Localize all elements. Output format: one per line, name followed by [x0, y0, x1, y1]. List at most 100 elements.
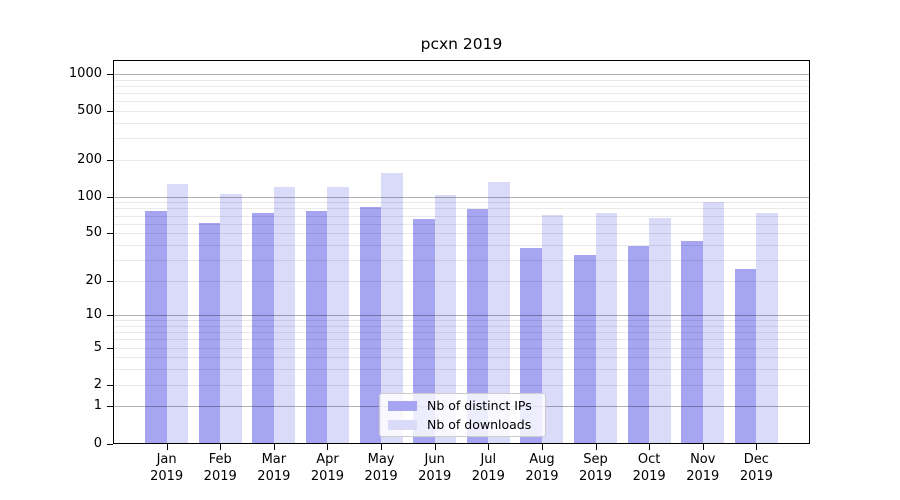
y-tick-50	[107, 233, 113, 235]
legend-label-distinct-ips: Nb of distinct IPs	[427, 398, 532, 413]
y-tick-20	[107, 280, 113, 282]
bar-jun-distinct-ips	[413, 218, 435, 444]
x-tick-year: 2019	[150, 468, 184, 484]
bar-dec-downloads	[756, 213, 778, 444]
x-tick-year: 2019	[632, 468, 666, 484]
x-tick-year: 2019	[471, 468, 505, 484]
x-tick-may	[381, 444, 383, 450]
x-tick-month: Mar	[261, 452, 287, 467]
x-tick-year: 2019	[525, 468, 559, 484]
bar-sep-distinct-ips	[574, 254, 596, 444]
x-tick-label-nov: Nov 2019	[675, 452, 731, 485]
bar-nov-distinct-ips	[681, 241, 703, 444]
x-tick-jul	[488, 444, 490, 450]
x-tick-label-aug: Aug 2019	[514, 452, 570, 485]
x-tick-month: Jul	[480, 452, 497, 467]
y-tick-500	[107, 111, 113, 113]
y-tick-label-50: 50	[85, 225, 102, 241]
bar-aug-downloads	[541, 214, 564, 444]
x-tick-label-mar: Mar 2019	[246, 452, 302, 485]
bar-apr-distinct-ips	[305, 211, 328, 444]
legend-swatch-downloads	[388, 419, 417, 430]
bar-feb-downloads	[220, 194, 242, 444]
x-tick-month: Aug	[529, 452, 555, 467]
y-tick-label-2: 2	[93, 376, 102, 392]
x-tick-month: Feb	[208, 452, 232, 467]
y-tick-5	[107, 347, 113, 349]
x-tick-month: Jun	[424, 452, 445, 467]
legend-item-distinct-ips: Nb of distinct IPs	[386, 398, 539, 413]
legend-label-downloads: Nb of downloads	[427, 417, 532, 432]
x-tick-label-jun: Jun 2019	[407, 452, 463, 485]
y-tick-label-1000: 1000	[68, 66, 102, 82]
x-tick-feb	[220, 444, 222, 450]
x-tick-label-jul: Jul 2019	[460, 452, 516, 485]
bar-may-downloads	[381, 173, 403, 444]
y-tick-label-20: 20	[85, 272, 102, 288]
x-tick-month: Sep	[583, 452, 608, 467]
y-tick-label-500: 500	[77, 103, 102, 119]
x-tick-jan	[166, 444, 168, 450]
x-tick-label-apr: Apr 2019	[299, 452, 355, 485]
bar-jul-distinct-ips	[466, 209, 489, 444]
bar-mar-distinct-ips	[252, 212, 274, 444]
x-tick-label-may: May 2019	[353, 452, 409, 485]
x-tick-month: Dec	[743, 452, 769, 467]
x-tick-year: 2019	[418, 468, 452, 484]
x-tick-month: Nov	[690, 452, 716, 467]
legend-item-downloads: Nb of downloads	[386, 417, 539, 432]
x-tick-month: Oct	[637, 452, 661, 467]
bar-dec-distinct-ips	[734, 269, 757, 444]
x-tick-year: 2019	[686, 468, 720, 484]
x-tick-apr	[327, 444, 329, 450]
x-tick-month: Apr	[316, 452, 339, 467]
legend-swatch-distinct-ips	[388, 400, 417, 411]
y-tick-10	[107, 315, 113, 317]
x-tick-month: May	[367, 452, 395, 467]
y-tick-label-0: 0	[93, 435, 102, 451]
bar-oct-distinct-ips	[627, 246, 650, 444]
y-tick-100	[107, 196, 113, 198]
bar-sep-downloads	[595, 213, 618, 444]
bars-layer	[113, 60, 810, 444]
x-tick-year: 2019	[739, 468, 773, 484]
bar-jul-downloads	[488, 182, 510, 444]
bar-mar-downloads	[273, 187, 296, 444]
x-tick-label-dec: Dec 2019	[728, 452, 784, 485]
y-tick-label-1: 1	[93, 398, 102, 414]
x-tick-month: Jan	[156, 452, 177, 467]
x-tick-dec	[756, 444, 758, 450]
x-tick-label-sep: Sep 2019	[568, 452, 624, 485]
y-tick-2	[107, 384, 113, 386]
x-tick-oct	[649, 444, 651, 450]
x-tick-mar	[273, 444, 275, 450]
y-tick-0	[107, 443, 113, 445]
x-tick-aug	[541, 444, 543, 450]
y-tick-label-10: 10	[85, 307, 102, 323]
y-tick-200	[107, 159, 113, 161]
bar-feb-distinct-ips	[198, 222, 221, 444]
y-tick-1000	[107, 74, 113, 76]
x-tick-year: 2019	[310, 468, 344, 484]
bar-may-distinct-ips	[359, 207, 382, 444]
x-tick-nov	[702, 444, 704, 450]
x-tick-label-jan: Jan 2019	[139, 452, 195, 485]
y-tick-label-100: 100	[77, 188, 102, 204]
y-tick-1	[107, 406, 113, 408]
bar-jan-distinct-ips	[145, 211, 167, 444]
bar-jan-downloads	[166, 184, 189, 444]
x-tick-jun	[434, 444, 436, 450]
legend: Nb of distinct IPs Nb of downloads	[379, 393, 546, 437]
x-tick-year: 2019	[257, 468, 291, 484]
bar-apr-downloads	[327, 186, 349, 444]
x-tick-label-oct: Oct 2019	[621, 452, 677, 485]
x-tick-sep	[595, 444, 597, 450]
y-tick-label-5: 5	[93, 339, 102, 355]
x-tick-label-feb: Feb 2019	[192, 452, 248, 485]
bar-nov-downloads	[702, 201, 725, 444]
x-tick-year: 2019	[203, 468, 237, 484]
chart-title: pcxn 2019	[420, 35, 503, 53]
y-tick-label-200: 200	[77, 151, 102, 167]
x-tick-year: 2019	[578, 468, 613, 484]
